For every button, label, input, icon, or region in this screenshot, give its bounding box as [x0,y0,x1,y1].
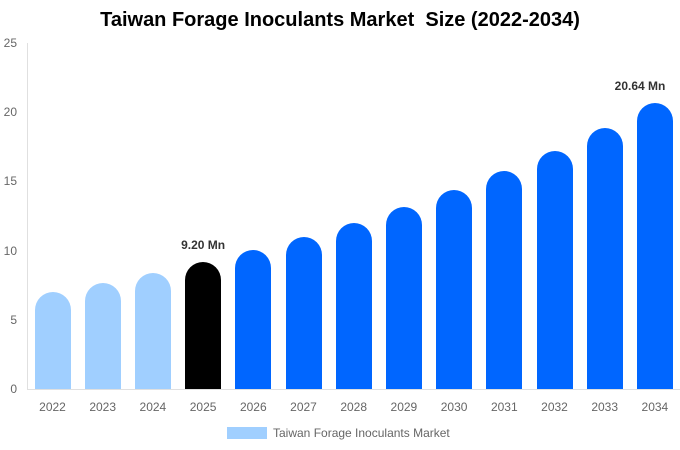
bar-2023[interactable] [84,282,121,389]
bar-2029[interactable] [385,207,422,389]
x-tick-label: 2028 [340,400,368,414]
x-tick-label: 2029 [390,400,418,414]
x-axis-line [27,389,680,390]
x-tick-label: 2026 [239,400,267,414]
chart-title: Taiwan Forage Inoculants Market Size (20… [100,9,580,31]
legend-swatch [227,427,267,439]
x-tick-label: 2031 [490,400,518,414]
y-tick-label: 25 [3,36,17,50]
legend[interactable]: Taiwan Forage Inoculants Market [227,426,450,440]
x-tick-label: 2032 [541,400,568,414]
y-axis-line [27,43,28,389]
data-label-2025: 9.20 Mn [181,237,226,252]
bar-2031[interactable] [486,171,523,389]
x-tick-label: 2033 [591,400,619,414]
bar-2030[interactable] [436,189,473,389]
x-tick-label: 2030 [440,400,468,414]
data-label-2034: 20.64 Mn [614,79,666,94]
bar-2034[interactable] [636,103,673,389]
bar-2033[interactable] [586,127,623,389]
bar-2025[interactable] [185,261,222,389]
x-tick-label: 2022 [39,400,66,414]
x-tick-label: 2025 [189,400,217,414]
y-tick-label: 0 [10,382,17,396]
bar-2024[interactable] [134,273,171,389]
y-tick-label: 15 [3,174,17,189]
y-tick-label: 20 [3,105,17,120]
x-tick-label: 2024 [139,400,167,414]
x-tick-label: 2027 [290,400,317,414]
bar-2022[interactable] [34,292,71,389]
bar-2032[interactable] [536,150,573,389]
bar-2028[interactable] [335,223,372,389]
x-tick-label: 2023 [89,400,117,414]
x-tick-label: 2034 [641,400,669,414]
y-tick-label: 10 [3,243,17,258]
bar-2026[interactable] [235,250,272,389]
legend-label: Taiwan Forage Inoculants Market [273,426,450,440]
bar-2027[interactable] [285,237,322,389]
y-tick-label: 5 [10,312,17,327]
